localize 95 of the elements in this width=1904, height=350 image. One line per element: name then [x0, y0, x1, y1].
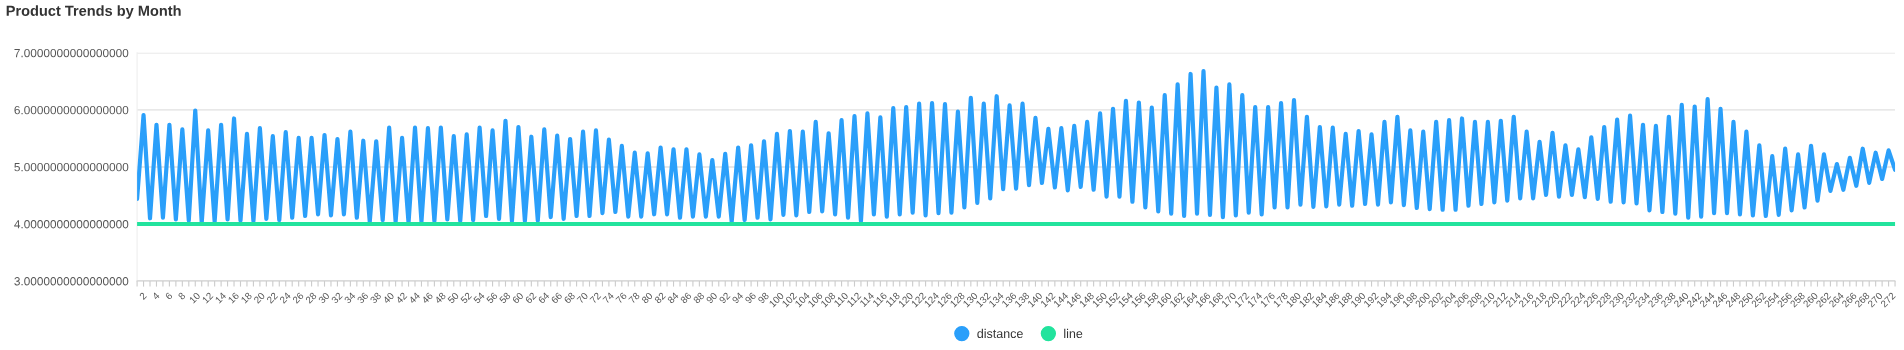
x-tick-label: 144: [1053, 291, 1069, 308]
x-tick-label: 190: [1350, 291, 1366, 308]
x-tick-label: 80: [641, 291, 654, 304]
x-tick-label: 88: [692, 291, 705, 304]
x-tick-label: 42: [395, 291, 408, 304]
x-tick-label: 242: [1686, 291, 1702, 308]
x-tick-label: 8: [177, 291, 186, 301]
y-tick-label: 4.0000000000000000: [14, 220, 129, 229]
x-tick-label: 246: [1712, 291, 1728, 308]
x-tick-label: 94: [731, 291, 744, 304]
y-tick-label: 6.0000000000000000: [14, 105, 129, 115]
x-tick-label: 112: [846, 291, 862, 307]
x-tick-label: 18: [240, 291, 253, 304]
x-tick-label: 188: [1337, 291, 1353, 308]
x-tick-label: 54: [473, 291, 486, 304]
x-tick-label: 96: [744, 291, 757, 304]
x-tick-label: 248: [1725, 291, 1741, 308]
x-tick-label: 72: [589, 291, 602, 304]
x-tick-label: 220: [1544, 291, 1560, 308]
x-tick-label: 6: [164, 291, 173, 300]
x-tick-label: 164: [1182, 291, 1198, 308]
x-tick-label: 56: [485, 291, 498, 304]
x-tick-label: 136: [1001, 291, 1017, 308]
x-tick-label: 36: [356, 291, 369, 304]
x-tick-label: 84: [666, 291, 679, 304]
x-tick-label: 28: [305, 291, 317, 304]
x-tick-label: 52: [460, 291, 473, 304]
x-tick-label: 58: [498, 291, 511, 304]
x-tick-label: 194: [1376, 291, 1392, 308]
x-tick-label: 24: [279, 291, 292, 304]
x-tick-label: 140: [1027, 291, 1043, 308]
x-tick-label: 174: [1247, 291, 1263, 308]
x-tick-label: 34: [343, 291, 356, 304]
x-tick-label: 172: [1234, 291, 1250, 308]
line-series: [137, 69, 1896, 225]
x-tick-label: 108: [820, 291, 836, 308]
x-tick-label: 116: [872, 291, 888, 307]
x-tick-label: 22: [266, 291, 279, 304]
x-tick-label: 64: [537, 291, 550, 304]
x-tick-label: 76: [615, 291, 628, 304]
x-tick-label: 44: [408, 291, 421, 304]
x-tick-label: 244: [1699, 291, 1715, 308]
x-tick-label: 86: [679, 291, 692, 304]
x-tick-label: 82: [654, 291, 666, 304]
x-tick-label: 192: [1363, 291, 1379, 308]
y-tick-label: 5.0000000000000000: [14, 162, 129, 172]
x-tick-label: 48: [434, 291, 447, 304]
x-tick-label: 168: [1208, 291, 1224, 308]
x-tick-label: 270: [1867, 291, 1883, 308]
x-tick-label: 118: [885, 291, 901, 307]
x-tick-label: 20: [253, 291, 266, 304]
x-tick-label: 146: [1066, 291, 1082, 308]
x-tick-label: 2: [138, 291, 147, 300]
x-tick-label: 128: [949, 291, 966, 308]
x-tick-label: 16: [227, 291, 240, 304]
x-tick-label: 62: [524, 291, 537, 304]
x-tick-label: 222: [1557, 291, 1573, 308]
x-tick-label: 170: [1221, 291, 1237, 308]
x-tick-label: 216: [1518, 291, 1534, 308]
x-tick-label: 78: [628, 291, 641, 304]
x-tick-label: 14: [214, 291, 227, 304]
x-tick-label: 272: [1880, 291, 1896, 308]
x-tick-label: 26: [292, 291, 305, 304]
x-tick-label: 138: [1014, 291, 1030, 308]
x-tick-label: 92: [718, 291, 731, 304]
x-tick-label: 98: [757, 291, 770, 304]
legend-label: line: [1064, 328, 1083, 339]
x-tick-label: 218: [1531, 291, 1547, 308]
x-tick-label: 12: [201, 291, 214, 304]
x-tick-label: 132: [975, 291, 991, 308]
x-tick-label: 68: [563, 291, 576, 304]
x-tick-label: 114: [859, 291, 875, 307]
chart-title: Product Trends by Month: [6, 5, 181, 19]
y-tick-label: 3.0000000000000000: [14, 277, 129, 286]
x-tick-label: 60: [511, 291, 524, 304]
x-tick-label: 74: [602, 291, 615, 304]
x-tick-label: 196: [1389, 291, 1405, 308]
x-tick-label: 142: [1040, 291, 1056, 308]
x-tick-label: 50: [447, 291, 460, 304]
y-tick-label: 7.0000000000000000: [14, 48, 129, 58]
x-tick-label: 40: [382, 291, 395, 304]
x-tick-label: 90: [705, 291, 718, 304]
x-tick-label: 10: [188, 291, 201, 304]
x-tick-label: 70: [576, 291, 589, 304]
x-tick-label: 162: [1169, 291, 1185, 308]
x-tick-label: 38: [369, 291, 382, 304]
legend-label: distance: [977, 328, 1023, 339]
x-tick-label: 110: [833, 291, 849, 307]
x-tick-label: 32: [330, 291, 343, 304]
x-tick-label: 166: [1195, 291, 1211, 308]
x-tick-label: 212: [1492, 291, 1508, 308]
x-tick-label: 4: [151, 291, 160, 301]
x-tick-label: 46: [421, 291, 434, 304]
x-tick-label: 66: [550, 291, 563, 304]
x-tick-label: 30: [317, 291, 330, 304]
